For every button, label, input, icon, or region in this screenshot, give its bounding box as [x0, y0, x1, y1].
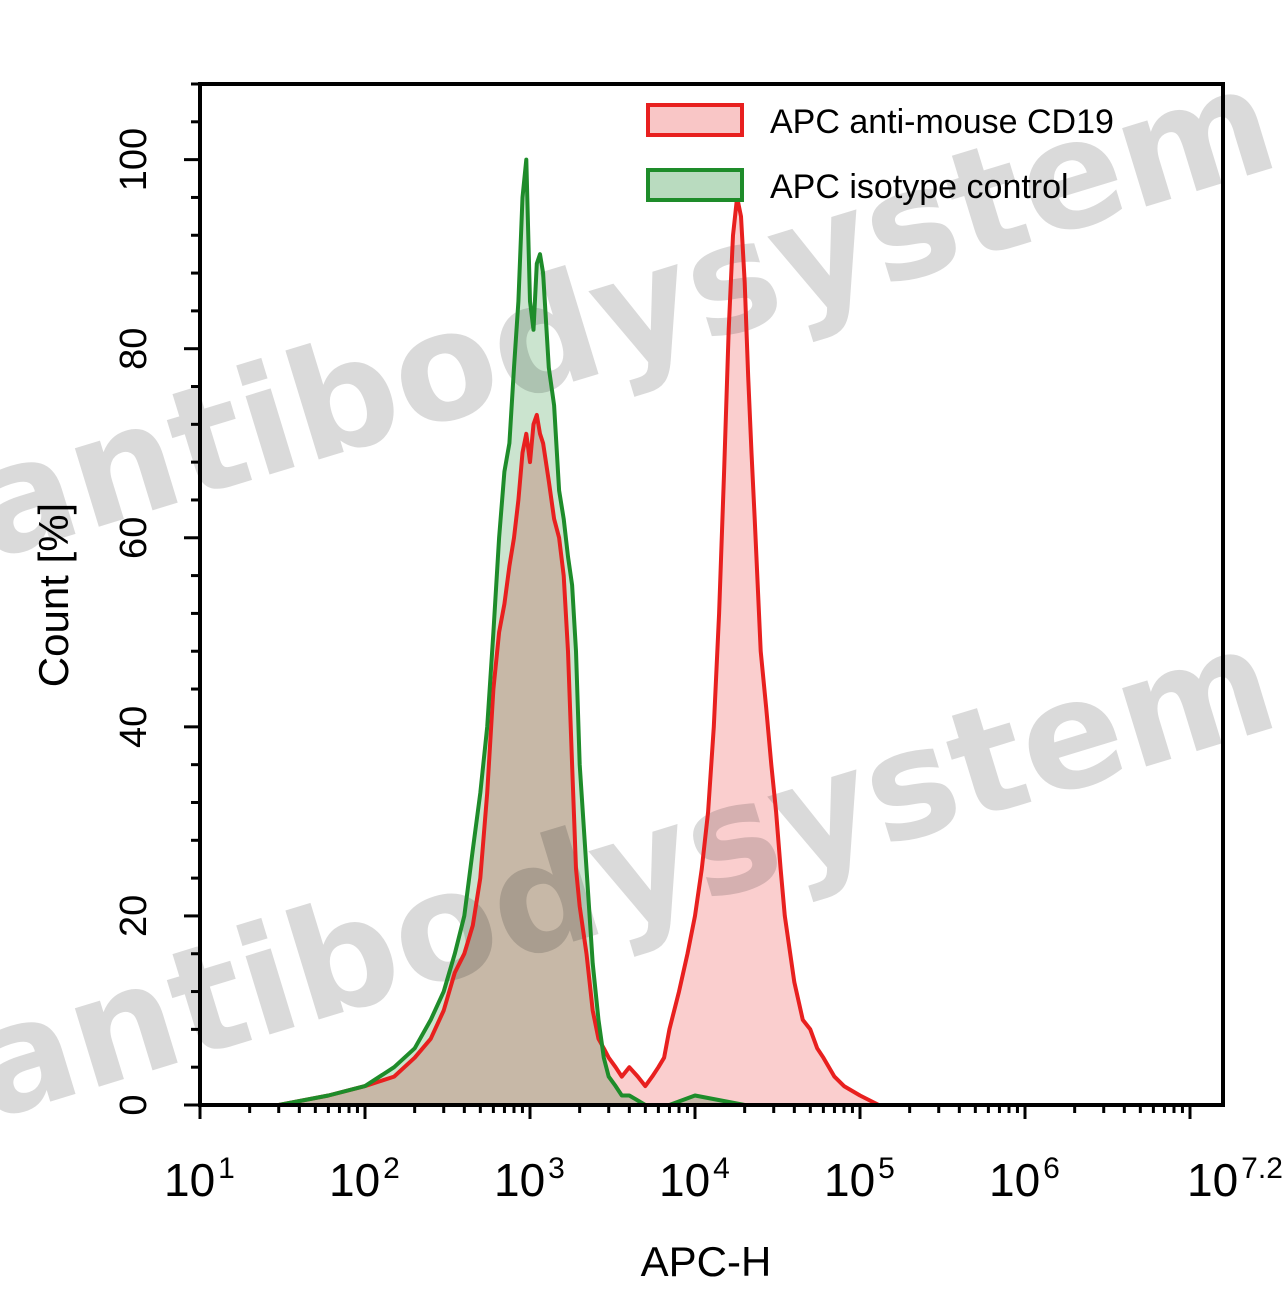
x-tick-label: 10 5: [824, 1152, 895, 1206]
y-axis: 0 20 40 60 80 100: [113, 82, 200, 1116]
series-line-cd19: [200, 195, 1025, 1107]
legend-swatch-isotype: [646, 168, 744, 202]
legend-label-cd19: APC anti-mouse CD19: [770, 103, 1114, 141]
x-axis: 10 1 10 2 10 3 10 4 10 5 10 6 10 7.2: [164, 1105, 1283, 1206]
x-tick-label: 10 4: [659, 1152, 730, 1206]
x-tick-label: 10 6: [989, 1152, 1060, 1206]
series-line-isotype: [200, 157, 795, 1107]
series-layer: [200, 157, 1025, 1107]
x-tick-label: 10 1: [164, 1152, 235, 1206]
watermark-text-upper: antibodysystem.com: [0, 0, 1286, 594]
y-tick-label: 60: [113, 517, 155, 559]
y-tick-label: 0: [113, 1094, 155, 1115]
y-tick-label: 40: [113, 706, 155, 748]
x-tick-label: 10 3: [494, 1152, 565, 1206]
legend-swatch-cd19: [646, 103, 744, 137]
y-tick-label: 80: [113, 328, 155, 370]
x-tick-label: 10 7.2: [1187, 1152, 1283, 1206]
x-axis-title: APC-H: [641, 1238, 772, 1285]
y-tick-label: 100: [113, 128, 155, 191]
x-tick-label: 10 2: [329, 1152, 400, 1206]
plot-frame: [198, 82, 1225, 1107]
watermark: antibodysystem.com antibodysystem.com: [0, 0, 1286, 1154]
legend-label-isotype: APC isotype control: [770, 168, 1069, 206]
y-tick-label: 20: [113, 895, 155, 937]
legend: APC anti-mouse CD19 APC isotype control: [646, 103, 1114, 206]
y-axis-title: Count [%]: [30, 503, 77, 687]
